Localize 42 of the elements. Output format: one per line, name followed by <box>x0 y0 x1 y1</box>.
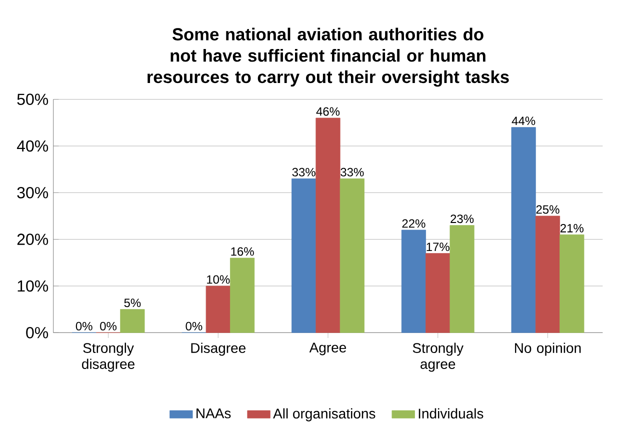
y-tick-label: 10% <box>18 280 48 292</box>
bar <box>401 230 426 333</box>
x-tick-label: Agree <box>309 342 346 356</box>
y-tick-label: 40% <box>16 140 48 152</box>
bar <box>120 309 145 333</box>
data-label: 10% <box>207 275 230 284</box>
bar <box>292 178 316 333</box>
data-label: 5% <box>124 298 141 308</box>
legend-label: Individuals <box>418 408 484 419</box>
chart-title: Some national aviation authorities do not have sufficient financial or human resources to carry out their oversight tasks <box>148 28 509 87</box>
x-tick-label: Disagree <box>191 342 246 356</box>
bar <box>426 253 450 333</box>
bar <box>206 286 230 333</box>
legend-label: NAAs <box>196 408 231 418</box>
data-label: 33% <box>292 168 316 176</box>
data-label: 22% <box>402 219 426 228</box>
bar <box>535 216 560 333</box>
y-tick-label: 30% <box>17 187 48 198</box>
data-label: 44% <box>512 116 536 126</box>
x-tick-label: No opinion <box>515 342 581 356</box>
bar <box>511 127 536 333</box>
y-tick-label: 20% <box>17 234 48 245</box>
data-label: 0% <box>76 322 92 330</box>
data-label: 33% <box>340 168 364 176</box>
data-label: 25% <box>536 205 560 214</box>
y-tick-label: 50% <box>17 94 48 105</box>
bar <box>340 178 364 333</box>
bar <box>230 258 255 333</box>
data-label: 0% <box>100 322 117 330</box>
y-tick-label: 0% <box>26 327 48 338</box>
data-label: 17% <box>426 242 450 252</box>
data-label: 23% <box>450 214 474 224</box>
bar <box>450 225 474 333</box>
data-label: 21% <box>560 224 584 232</box>
data-label: 46% <box>316 107 340 116</box>
x-tick-label: Strongly disagree <box>82 342 134 372</box>
bar <box>560 234 584 333</box>
bar <box>316 118 340 333</box>
legend-label: All organisations <box>273 408 376 422</box>
data-label: 16% <box>231 247 254 256</box>
x-tick-label: Strongly agree <box>412 342 464 372</box>
data-label: 0% <box>186 322 202 330</box>
